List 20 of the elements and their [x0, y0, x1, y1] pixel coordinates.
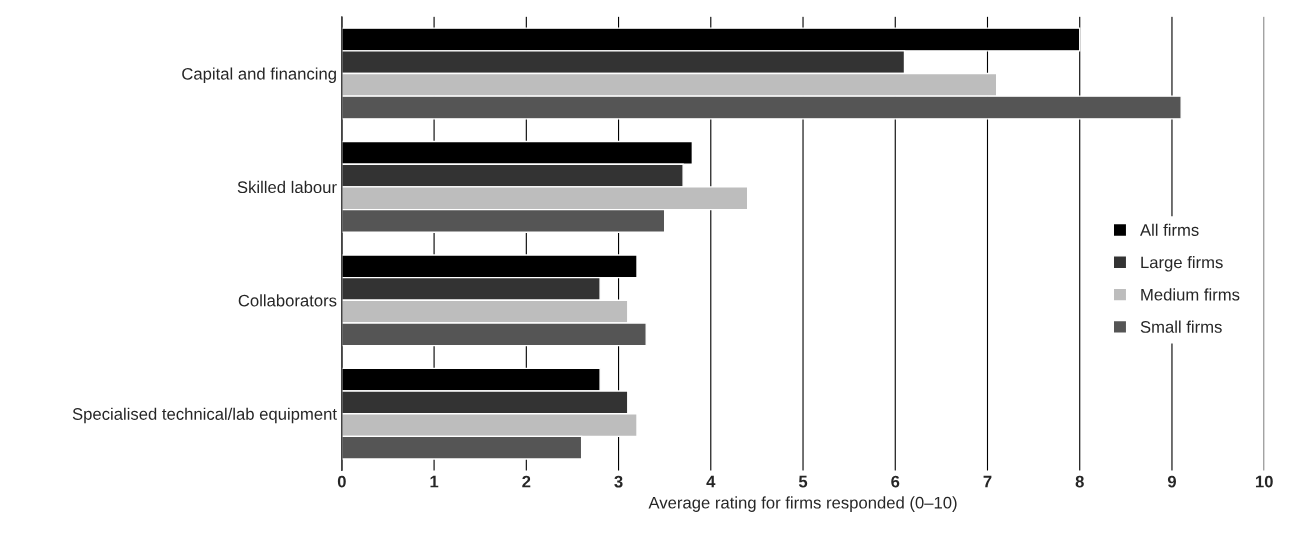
x-tick-label: 10: [1255, 475, 1273, 488]
x-tick-label: 8: [1075, 475, 1084, 488]
x-axis-title: Average rating for firms responded (0–10): [648, 496, 957, 512]
x-tick-label: 3: [614, 475, 623, 488]
legend-label: Large firms: [1141, 256, 1223, 272]
legend-label: Medium firms: [1141, 288, 1240, 301]
y-tick-label: Capital and financing: [182, 67, 336, 83]
legend-label: All firms: [1140, 223, 1199, 236]
y-tick-label: Collaborators: [238, 294, 337, 307]
x-tick-label: 9: [1167, 475, 1176, 488]
x-tick-label: 4: [706, 475, 716, 488]
x-tick-label: 0: [337, 475, 346, 488]
x-tick-label: 1: [430, 475, 439, 488]
y-tick-label: Specialised technical/lab equipment: [72, 407, 337, 424]
legend-label: Small firms: [1140, 320, 1222, 333]
y-tick-label: Skilled labour: [237, 180, 337, 194]
x-tick-label: 2: [522, 475, 531, 488]
x-tick-label: 5: [798, 475, 808, 488]
x-tick-label: 7: [983, 475, 992, 488]
x-tick-label: 6: [891, 475, 900, 488]
